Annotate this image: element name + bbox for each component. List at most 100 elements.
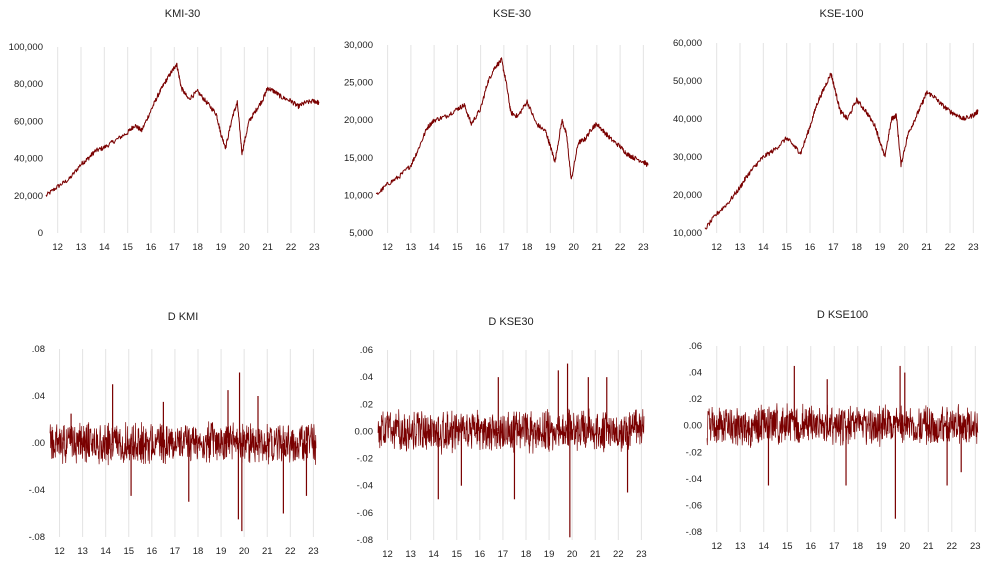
y-tick-label: 20,000: [344, 115, 373, 126]
y-tick-label: 25,000: [344, 78, 373, 89]
x-tick-label: 22: [945, 242, 956, 253]
x-tick-label: 18: [192, 242, 203, 253]
x-tick-label: 22: [615, 242, 626, 253]
y-tick-label: 0: [38, 228, 43, 239]
x-tick-label: 16: [475, 242, 486, 253]
x-tick-label: 14: [100, 546, 111, 557]
y-tick-label: 20,000: [14, 191, 43, 202]
x-tick-label: 20: [567, 549, 578, 560]
y-tick-label: .00: [32, 438, 45, 449]
x-tick-label: 12: [54, 546, 65, 557]
chart-title: KSE-30: [493, 8, 531, 20]
x-tick-label: 15: [781, 242, 792, 253]
y-tick-label: -.06: [686, 500, 702, 511]
x-tick-label: 17: [170, 546, 181, 557]
return-series-noise: [49, 421, 317, 466]
x-tick-label: 23: [308, 546, 319, 557]
y-tick-label: -.02: [686, 447, 702, 458]
x-tick-label: 21: [592, 242, 603, 253]
x-tick-label: 21: [590, 549, 601, 560]
y-tick-label: -.04: [357, 481, 373, 492]
x-tick-label: 19: [876, 541, 887, 552]
y-tick-label: 30,000: [344, 40, 373, 51]
x-tick-label: 13: [77, 546, 88, 557]
y-tick-label: 10,000: [344, 190, 373, 201]
x-tick-label: 16: [475, 549, 486, 560]
x-tick-label: 14: [428, 549, 439, 560]
y-tick-label: -.08: [357, 535, 373, 546]
y-tick-label: 40,000: [14, 154, 43, 165]
x-tick-label: 22: [286, 242, 297, 253]
x-tick-label: 18: [852, 541, 863, 552]
x-tick-label: 21: [262, 242, 273, 253]
y-tick-label: -.04: [29, 485, 45, 496]
x-tick-label: 20: [239, 242, 250, 253]
y-tick-label: .06: [689, 341, 702, 352]
chart-title: KMI-30: [165, 8, 200, 20]
x-tick-label: 14: [758, 541, 769, 552]
x-tick-label: 18: [522, 242, 533, 253]
x-tick-label: 21: [262, 546, 273, 557]
y-tick-label: .02: [360, 399, 373, 410]
chart-panel-3: KSE-100 12 13 14 15 16 17 18 19 20 21 22 23 10,000 20,…: [673, 8, 979, 253]
x-tick-label: 14: [758, 242, 769, 253]
x-tick-label: 20: [898, 242, 909, 253]
x-tick-label: 17: [499, 242, 510, 253]
y-tick-label: 80,000: [14, 79, 43, 90]
x-tick-label: 16: [805, 541, 816, 552]
x-tick-label: 23: [636, 549, 647, 560]
y-tick-label: 40,000: [673, 114, 702, 125]
x-tick-label: 23: [638, 242, 649, 253]
y-tick-label: -.08: [29, 532, 45, 543]
x-tick-label: 21: [923, 541, 934, 552]
x-tick-label: 12: [382, 549, 393, 560]
x-tick-label: 13: [735, 242, 746, 253]
x-tick-label: 18: [193, 546, 204, 557]
y-tick-label: .02: [689, 394, 702, 405]
chart-panel-1: KMI-30 12 13 14 15 16 17 18 19 20 21 22 23 0 20,000 40,…: [9, 8, 320, 253]
y-tick-label: 0.00: [684, 421, 703, 432]
y-tick-label: 10,000: [673, 228, 702, 239]
x-tick-label: 16: [146, 242, 157, 253]
x-tick-label: 17: [498, 549, 509, 560]
chart-panel-2: KSE-30 12 13 14 15 16 17 18 19 20 21 22 23 5,000 10,00…: [344, 8, 649, 253]
y-tick-label: .08: [32, 344, 45, 355]
x-tick-label: 13: [405, 549, 416, 560]
x-tick-label: 22: [285, 546, 296, 557]
x-tick-label: 20: [239, 546, 250, 557]
y-tick-label: 60,000: [673, 38, 702, 49]
x-tick-label: 19: [544, 549, 555, 560]
y-tick-label: -.02: [357, 454, 373, 465]
chart-title: D KSE30: [488, 316, 533, 328]
y-tick-label: -.06: [357, 508, 373, 519]
price-series-line: [704, 72, 979, 230]
chart-panel-6: D KSE100 12 13 14 15 16 17 18 19 20 21 22 23 -.08 -.06…: [684, 309, 981, 552]
x-tick-label: 17: [169, 242, 180, 253]
chart-panel-5: D KSE30 12 13 14 15 16 17 18 19 20 21 22 23 -.08 -.06 -…: [355, 316, 647, 560]
y-tick-label: -.08: [686, 527, 702, 538]
x-tick-label: 16: [147, 546, 158, 557]
x-tick-label: 12: [711, 242, 722, 253]
y-tick-label: 30,000: [673, 152, 702, 163]
price-series-line: [45, 62, 320, 197]
price-series-line: [375, 57, 649, 195]
x-tick-label: 23: [970, 541, 981, 552]
return-series-noise: [377, 408, 645, 455]
y-tick-label: -.04: [686, 474, 702, 485]
y-tick-label: .06: [360, 345, 373, 356]
chart-panel-4: D KMI 12 13 14 15 16 17 18 19 20 21 22 23 -.08 -.04 .00…: [29, 311, 319, 557]
y-tick-label: 50,000: [673, 76, 702, 87]
x-tick-label: 23: [309, 242, 320, 253]
x-tick-label: 18: [521, 549, 532, 560]
y-tick-label: 60,000: [14, 116, 43, 127]
y-tick-label: 20,000: [673, 190, 702, 201]
x-tick-label: 21: [921, 242, 932, 253]
x-tick-label: 12: [711, 541, 722, 552]
x-tick-label: 17: [829, 541, 840, 552]
chart-title: D KMI: [168, 311, 199, 323]
x-tick-label: 19: [545, 242, 556, 253]
x-tick-label: 20: [568, 242, 579, 253]
y-tick-label: .04: [32, 391, 45, 402]
y-tick-label: 5,000: [349, 228, 373, 239]
